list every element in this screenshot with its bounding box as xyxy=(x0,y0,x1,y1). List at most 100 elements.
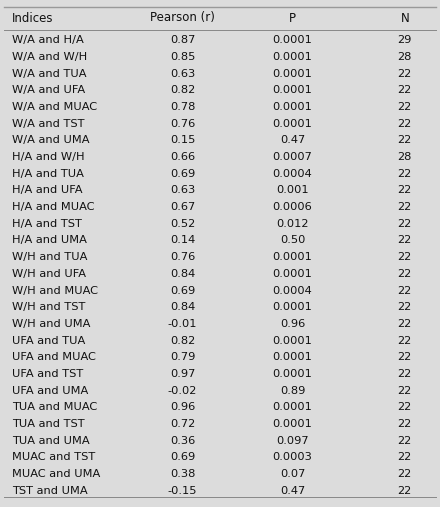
Text: 22: 22 xyxy=(398,419,412,429)
Text: 0.0007: 0.0007 xyxy=(273,152,312,162)
Text: W/A and UMA: W/A and UMA xyxy=(12,135,90,146)
Text: 0.69: 0.69 xyxy=(170,452,195,462)
Text: W/A and W/H: W/A and W/H xyxy=(12,52,88,62)
Text: 0.76: 0.76 xyxy=(170,252,195,262)
Text: 0.0001: 0.0001 xyxy=(273,252,312,262)
Text: 0.0001: 0.0001 xyxy=(273,369,312,379)
Text: 0.63: 0.63 xyxy=(170,68,195,79)
Text: -0.15: -0.15 xyxy=(168,486,198,496)
Text: 22: 22 xyxy=(398,452,412,462)
Text: 22: 22 xyxy=(398,85,412,95)
Text: 28: 28 xyxy=(398,152,412,162)
Text: 22: 22 xyxy=(398,119,412,129)
Text: 22: 22 xyxy=(398,436,412,446)
Text: 0.47: 0.47 xyxy=(280,486,305,496)
Text: H/A and TUA: H/A and TUA xyxy=(12,169,84,179)
Text: TST and UMA: TST and UMA xyxy=(12,486,88,496)
Text: W/H and MUAC: W/H and MUAC xyxy=(12,285,98,296)
Text: 0.0001: 0.0001 xyxy=(273,269,312,279)
Text: W/A and MUAC: W/A and MUAC xyxy=(12,102,97,112)
Text: UFA and TUA: UFA and TUA xyxy=(12,336,85,346)
Text: 22: 22 xyxy=(398,336,412,346)
Text: 0.0004: 0.0004 xyxy=(273,169,312,179)
Text: 0.0003: 0.0003 xyxy=(273,452,312,462)
Text: 0.79: 0.79 xyxy=(170,352,195,362)
Text: UFA and UMA: UFA and UMA xyxy=(12,386,88,395)
Text: MUAC and UMA: MUAC and UMA xyxy=(12,469,101,479)
Text: 0.0001: 0.0001 xyxy=(273,85,312,95)
Text: 0.0001: 0.0001 xyxy=(273,352,312,362)
Text: 0.0001: 0.0001 xyxy=(273,419,312,429)
Text: Indices: Indices xyxy=(12,12,54,24)
Text: 0.36: 0.36 xyxy=(170,436,195,446)
Text: 22: 22 xyxy=(398,252,412,262)
Text: 0.66: 0.66 xyxy=(170,152,195,162)
Text: 0.97: 0.97 xyxy=(170,369,195,379)
Text: H/A and W/H: H/A and W/H xyxy=(12,152,85,162)
Text: W/A and TST: W/A and TST xyxy=(12,119,85,129)
Text: 0.38: 0.38 xyxy=(170,469,195,479)
Text: H/A and TST: H/A and TST xyxy=(12,219,82,229)
Text: 0.85: 0.85 xyxy=(170,52,195,62)
Text: 0.0006: 0.0006 xyxy=(273,202,312,212)
Text: P: P xyxy=(289,12,296,24)
Text: 0.52: 0.52 xyxy=(170,219,195,229)
Text: 22: 22 xyxy=(398,402,412,412)
Text: 22: 22 xyxy=(398,169,412,179)
Text: 0.82: 0.82 xyxy=(170,85,195,95)
Text: 22: 22 xyxy=(398,319,412,329)
Text: MUAC and TST: MUAC and TST xyxy=(12,452,95,462)
Text: 0.0001: 0.0001 xyxy=(273,336,312,346)
Text: 0.001: 0.001 xyxy=(276,186,309,195)
Text: W/H and UFA: W/H and UFA xyxy=(12,269,86,279)
Text: 0.69: 0.69 xyxy=(170,285,195,296)
Text: 0.15: 0.15 xyxy=(170,135,195,146)
Text: UFA and MUAC: UFA and MUAC xyxy=(12,352,96,362)
Text: 0.07: 0.07 xyxy=(280,469,305,479)
Text: UFA and TST: UFA and TST xyxy=(12,369,84,379)
Text: 0.89: 0.89 xyxy=(280,386,305,395)
Text: 0.14: 0.14 xyxy=(170,235,195,245)
Text: 0.72: 0.72 xyxy=(170,419,195,429)
Text: N: N xyxy=(400,12,409,24)
Text: 0.47: 0.47 xyxy=(280,135,305,146)
Text: 0.82: 0.82 xyxy=(170,336,195,346)
Text: 22: 22 xyxy=(398,486,412,496)
Text: 0.63: 0.63 xyxy=(170,186,195,195)
Text: 0.76: 0.76 xyxy=(170,119,195,129)
Text: W/H and TST: W/H and TST xyxy=(12,302,86,312)
Text: 22: 22 xyxy=(398,235,412,245)
Text: 22: 22 xyxy=(398,219,412,229)
Text: 0.87: 0.87 xyxy=(170,35,195,45)
Text: 0.0001: 0.0001 xyxy=(273,35,312,45)
Text: TUA and MUAC: TUA and MUAC xyxy=(12,402,98,412)
Text: H/A and MUAC: H/A and MUAC xyxy=(12,202,95,212)
Text: W/H and TUA: W/H and TUA xyxy=(12,252,88,262)
Text: 0.0004: 0.0004 xyxy=(273,285,312,296)
Text: 0.0001: 0.0001 xyxy=(273,402,312,412)
Text: H/A and UMA: H/A and UMA xyxy=(12,235,87,245)
Text: 0.96: 0.96 xyxy=(280,319,305,329)
Text: 0.097: 0.097 xyxy=(276,436,309,446)
Text: 0.0001: 0.0001 xyxy=(273,119,312,129)
Text: 22: 22 xyxy=(398,202,412,212)
Text: 0.84: 0.84 xyxy=(170,302,195,312)
Text: 0.0001: 0.0001 xyxy=(273,302,312,312)
Text: 22: 22 xyxy=(398,469,412,479)
Text: -0.02: -0.02 xyxy=(168,386,197,395)
Text: 28: 28 xyxy=(398,52,412,62)
Text: 22: 22 xyxy=(398,186,412,195)
Text: 29: 29 xyxy=(398,35,412,45)
Text: 22: 22 xyxy=(398,285,412,296)
Text: Pearson (r): Pearson (r) xyxy=(150,12,215,24)
Text: 0.0001: 0.0001 xyxy=(273,68,312,79)
Text: 22: 22 xyxy=(398,102,412,112)
Text: W/A and H/A: W/A and H/A xyxy=(12,35,84,45)
Text: 22: 22 xyxy=(398,302,412,312)
Text: W/H and UMA: W/H and UMA xyxy=(12,319,91,329)
Text: TUA and UMA: TUA and UMA xyxy=(12,436,90,446)
Text: 22: 22 xyxy=(398,135,412,146)
Text: 22: 22 xyxy=(398,352,412,362)
Text: 0.84: 0.84 xyxy=(170,269,195,279)
Text: H/A and UFA: H/A and UFA xyxy=(12,186,83,195)
